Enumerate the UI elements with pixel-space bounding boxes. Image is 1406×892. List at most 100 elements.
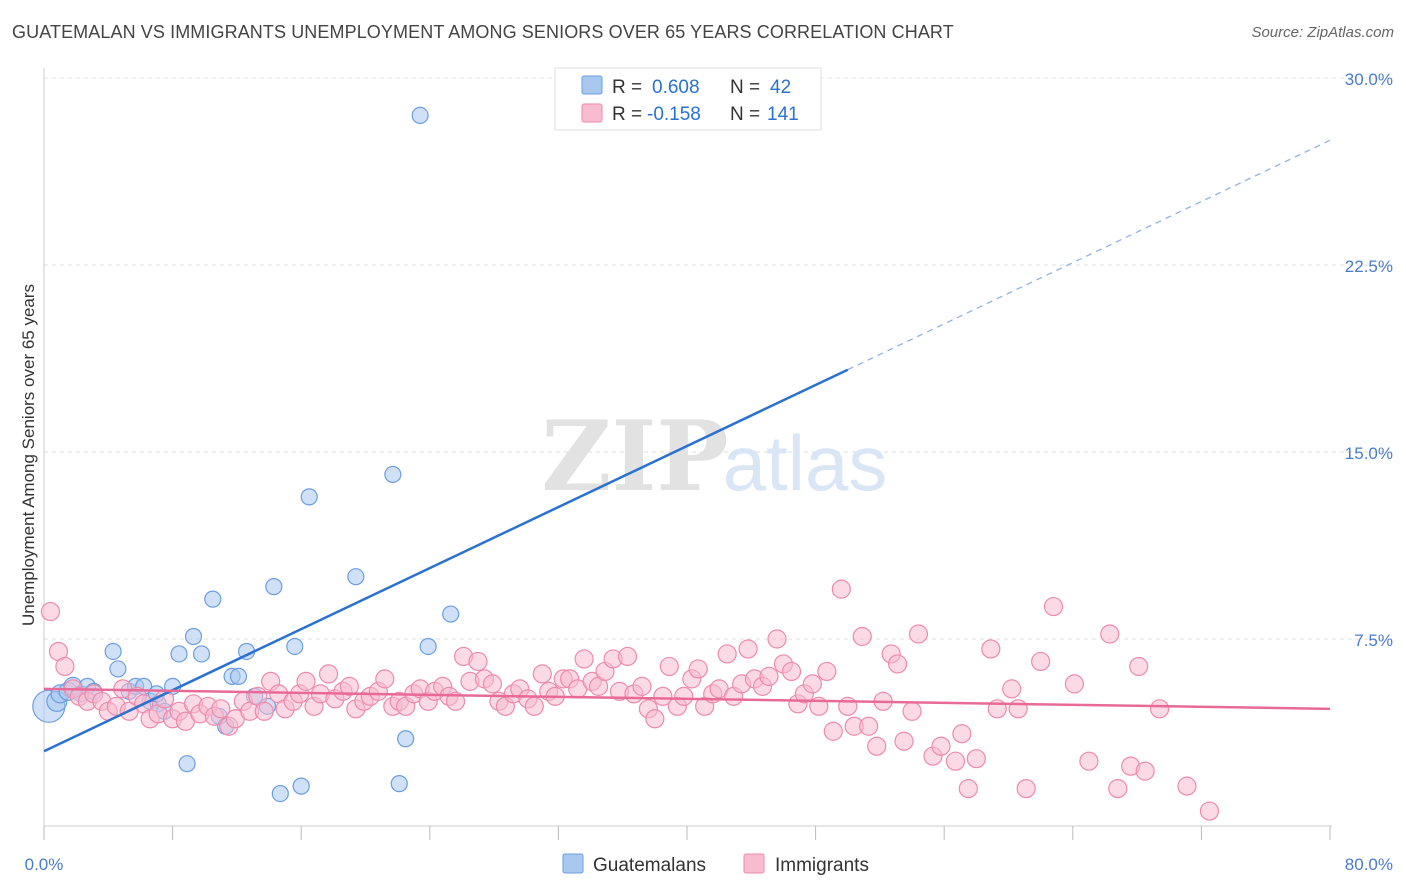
- guatemalan-point: [300, 488, 318, 506]
- immigrant-point: [981, 639, 1001, 659]
- y-tick-label: 22.5%: [1345, 257, 1393, 276]
- guatemalan-point: [347, 568, 365, 586]
- legend-label-guatemalans[interactable]: Guatemalans: [593, 855, 706, 876]
- immigrant-point: [318, 664, 339, 684]
- immigrant-point: [887, 654, 908, 674]
- immigrant-point: [894, 731, 914, 751]
- legend-row-immigrants: R = -0.158 N = 141: [581, 103, 799, 125]
- watermark-atlas: atlas: [723, 419, 888, 507]
- immigrant-point: [902, 701, 922, 721]
- immigrant-point: [817, 661, 837, 682]
- immigrant-point: [1100, 624, 1120, 644]
- immigrant-point: [688, 659, 708, 679]
- immigrant-point: [952, 724, 972, 744]
- immigrant-point: [958, 778, 978, 799]
- legend-swatch-immigrants: [581, 103, 603, 123]
- immigrant-point: [468, 651, 488, 672]
- immigrant-point: [831, 579, 851, 599]
- legend-swatch-guatemalans: [581, 75, 603, 95]
- guatemalan-point: [178, 755, 196, 773]
- immigrant-point: [617, 646, 638, 667]
- immigrant-point: [867, 736, 887, 756]
- immigrant-point: [1079, 751, 1099, 771]
- immigrant-point: [653, 686, 673, 706]
- immigrant-point: [659, 656, 679, 677]
- guatemalan-point: [104, 642, 122, 661]
- immigrant-point: [154, 689, 175, 709]
- guatemalan-point: [170, 645, 188, 663]
- immigrant-point: [211, 699, 231, 719]
- legend-swatch-guatemalans[interactable]: [562, 853, 584, 874]
- immigrant-point: [632, 676, 652, 696]
- legend-label-immigrants[interactable]: Immigrants: [775, 855, 869, 876]
- legend-n-label: N =: [730, 104, 760, 125]
- immigrant-trend-line: [43, 687, 1331, 711]
- series-immigrants: [40, 579, 1220, 821]
- immigrant-point: [1031, 651, 1051, 672]
- guatemalan-point: [292, 777, 310, 795]
- immigrant-point: [574, 649, 594, 669]
- guatemalan-point: [442, 605, 460, 623]
- immigrant-point: [482, 674, 503, 694]
- immigrant-point: [375, 669, 395, 689]
- immigrant-point: [931, 736, 951, 756]
- immigrant-point: [1150, 699, 1170, 719]
- legend-n-value: 42: [770, 77, 791, 98]
- immigrant-point: [524, 696, 544, 716]
- immigrant-point: [852, 626, 872, 647]
- immigrant-point: [802, 674, 822, 694]
- immigrant-point: [1177, 776, 1197, 796]
- immigrant-point: [645, 709, 665, 729]
- immigrant-point: [674, 686, 694, 706]
- guatemalan-trend-line: [43, 368, 849, 753]
- immigrant-point: [781, 661, 802, 682]
- guatemalan-point: [229, 667, 248, 686]
- immigrant-point: [1043, 596, 1064, 617]
- immigrant-point: [823, 721, 843, 741]
- guatemalan-point: [419, 637, 437, 656]
- legend-r-label: R =: [612, 77, 642, 98]
- legend-r-label: R =: [612, 104, 642, 125]
- series-legend: Guatemalans Immigrants: [562, 853, 869, 876]
- immigrant-point: [445, 691, 466, 711]
- guatemalan-point: [397, 730, 415, 748]
- watermark-zip: ZIP: [541, 400, 728, 513]
- immigrant-point: [759, 666, 779, 687]
- immigrant-point: [908, 624, 929, 644]
- guatemalan-point: [286, 637, 304, 656]
- y-tick-label: 15.0%: [1345, 444, 1393, 463]
- immigrant-point: [767, 629, 787, 649]
- tick-labels: 7.5% 15.0% 22.5% 30.0% 0.0% 80.0%: [25, 70, 1393, 874]
- immigrant-point: [1016, 778, 1036, 799]
- immigrant-point: [717, 644, 737, 664]
- immigrant-point: [254, 701, 274, 721]
- guatemalan-point: [192, 645, 211, 663]
- immigrant-point: [532, 664, 552, 684]
- immigrant-point: [1129, 656, 1149, 677]
- immigrant-point: [1135, 761, 1155, 781]
- chart-title: GUATEMALAN VS IMMIGRANTS UNEMPLOYMENT AM…: [12, 22, 954, 42]
- guatemalan-point: [271, 784, 289, 803]
- immigrant-point: [1002, 679, 1022, 699]
- guatemalan-point: [204, 590, 222, 608]
- immigrant-point: [859, 716, 879, 736]
- guatemalan-point: [109, 660, 127, 678]
- immigrant-point: [966, 749, 986, 769]
- legend-swatch-immigrants[interactable]: [743, 853, 765, 874]
- legend-row-guatemalans: R = 0.608 N = 42: [581, 75, 791, 98]
- immigrant-point: [339, 676, 360, 696]
- guatemalan-point: [184, 627, 203, 646]
- immigrant-point: [738, 639, 758, 659]
- y-tick-label: 30.0%: [1345, 70, 1393, 89]
- x-tick-label: 80.0%: [1345, 855, 1393, 874]
- immigrant-point: [1108, 778, 1128, 799]
- y-axis-title: Unemployment Among Seniors over 65 years: [19, 284, 38, 626]
- gridlines: [44, 77, 1393, 640]
- guatemalan-trend-extension: [847, 139, 1331, 371]
- watermark: ZIP atlas: [541, 400, 887, 513]
- legend-r-value: 0.608: [652, 77, 700, 98]
- immigrant-point: [40, 601, 61, 622]
- immigrant-point: [1064, 674, 1085, 694]
- guatemalan-point: [411, 106, 429, 125]
- guatemalan-point: [265, 578, 283, 596]
